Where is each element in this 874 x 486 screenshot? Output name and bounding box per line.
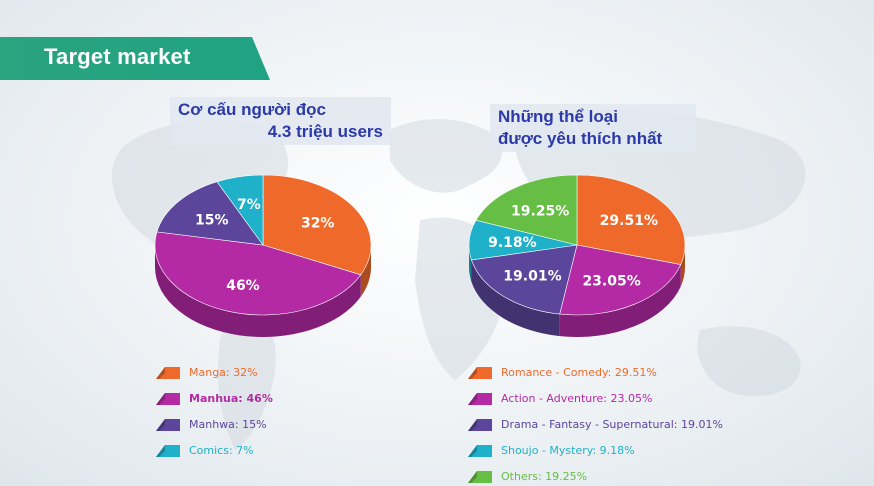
pie-slice-label: 32%	[301, 215, 335, 231]
legend-item: Shoujo - Mystery: 9.18%	[467, 442, 635, 458]
legend-label: Others: 19.25%	[501, 469, 588, 483]
legend-item: Action - Adventure: 23.05%	[467, 390, 652, 406]
legend-swatch	[156, 419, 180, 431]
legend-label: Action - Adventure: 23.05%	[501, 391, 653, 405]
legend-readers: Manga: 32% Manhua: 46% Manhwa: 15% Comics: …	[155, 364, 355, 464]
legend-label: Romance - Comedy: 29.51%	[501, 365, 657, 379]
pie-chart-readers: 32% 46% 15% 7%	[154, 174, 372, 337]
legend-label: Drama - Fantasy - Supernatural: 19.01%	[501, 417, 723, 431]
chart1-title-line1: Cơ cấu người đọc	[178, 100, 326, 119]
pie-slice	[471, 244, 578, 315]
legend-swatch	[468, 419, 492, 431]
pie-slice-label: 15%	[195, 212, 229, 228]
pie-slice-label: 19.01%	[503, 268, 561, 284]
legend-swatch	[468, 445, 492, 457]
chart1-title-line2: 4.3 triệu users	[267, 122, 383, 141]
legend-swatch	[468, 393, 492, 405]
pie-slice-label: 23.05%	[582, 274, 640, 290]
legend-item: Manhwa: 15%	[155, 416, 267, 432]
pie-slice	[216, 174, 264, 246]
legend-item: Romance - Comedy: 29.51%	[467, 364, 657, 380]
legend-label: Manhua: 46%	[189, 391, 273, 405]
chart2-title-line1: Những thể loại	[498, 107, 618, 126]
chart2-title: Những thể loại được yêu thích nhất	[490, 104, 696, 152]
legend-label: Manga: 32%	[189, 365, 258, 379]
pie-slice	[156, 181, 264, 246]
pie-slice-side	[471, 259, 560, 337]
legend-item: Manhua: 46%	[155, 390, 273, 406]
pie-slice	[262, 174, 372, 276]
legend-swatch	[468, 471, 492, 483]
legend-label: Comics: 7%	[189, 443, 254, 457]
legend-genres: Romance - Comedy: 29.51% Action - Adventu…	[467, 364, 757, 484]
chart2-title-line2: được yêu thích nhất	[498, 129, 663, 148]
page-title: Target market	[44, 44, 191, 69]
legend-label: Manhwa: 15%	[189, 417, 267, 431]
pie-slice-label: 29.51%	[600, 213, 658, 229]
pie-slice-label: 9.18%	[488, 235, 537, 251]
pie-slice-label: 7%	[237, 197, 261, 213]
pie-slice-side	[559, 264, 681, 337]
chart1-title: Cơ cấu người đọc 4.3 triệu users	[170, 97, 391, 145]
legend-item: Others: 19.25%	[467, 468, 587, 484]
pie-slice	[154, 231, 362, 316]
pie-slice	[475, 174, 578, 246]
legend-swatch	[468, 367, 492, 379]
legend-swatch	[156, 445, 180, 457]
legend-item: Comics: 7%	[155, 442, 254, 458]
pie-slice	[559, 244, 682, 316]
pie-slice-label: 19.25%	[511, 203, 569, 219]
header-banner	[0, 37, 270, 80]
legend-swatch	[156, 367, 180, 379]
pie-slice	[576, 174, 686, 265]
pie-slice-label: 46%	[226, 278, 260, 294]
pie-slice-side	[360, 245, 371, 297]
legend-item: Manga: 32%	[155, 364, 258, 380]
pie-slice-side	[155, 245, 361, 337]
legend-item: Drama - Fantasy - Supernatural: 19.01%	[467, 416, 723, 432]
legend-label: Shoujo - Mystery: 9.18%	[501, 443, 635, 457]
legend-swatch	[156, 393, 180, 405]
pie-chart-genres: 29.51% 23.05% 19.01% 9.18% 19.25%	[468, 174, 686, 337]
